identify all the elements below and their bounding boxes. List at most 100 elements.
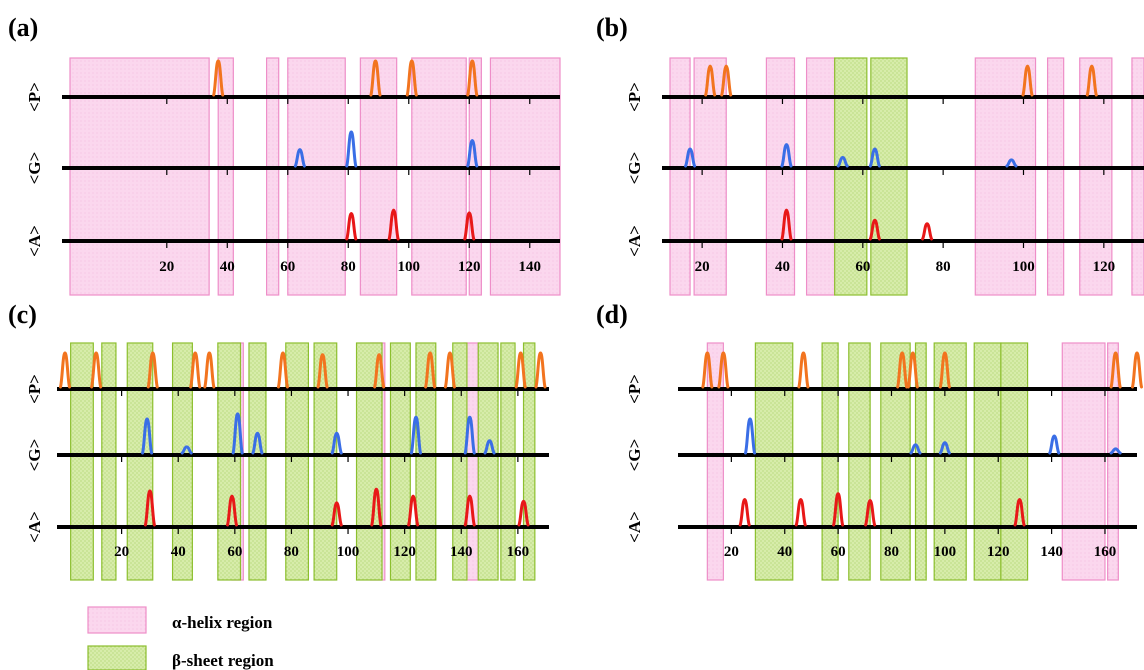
row-label-P: <P> bbox=[625, 82, 644, 112]
panel-label: (a) bbox=[8, 13, 38, 42]
peak-A bbox=[738, 498, 751, 527]
peak-P bbox=[1131, 351, 1143, 389]
peak-G bbox=[463, 415, 476, 455]
peak-G bbox=[938, 441, 951, 455]
sheet-region bbox=[870, 57, 908, 296]
peak-A bbox=[832, 492, 845, 527]
peak-A bbox=[1013, 498, 1026, 527]
sheet-region bbox=[477, 342, 499, 581]
x-tick-label: 60 bbox=[855, 259, 870, 275]
peak-A bbox=[143, 489, 156, 527]
x-tick-label: 40 bbox=[171, 544, 186, 560]
peak-P bbox=[90, 351, 103, 389]
helix-region bbox=[1046, 57, 1065, 296]
peak-G bbox=[345, 130, 358, 168]
peak-G bbox=[868, 147, 881, 168]
peak-A bbox=[463, 211, 476, 241]
peak-G bbox=[141, 417, 154, 455]
panel-label: (d) bbox=[596, 300, 628, 329]
peak-P bbox=[405, 59, 418, 97]
peak-P bbox=[797, 351, 810, 389]
x-tick-label: 60 bbox=[831, 544, 846, 560]
helix-region bbox=[1061, 342, 1106, 581]
peak-G bbox=[293, 148, 306, 168]
x-tick-label: 120 bbox=[987, 544, 1010, 560]
peak-A bbox=[794, 498, 807, 527]
sheet-region bbox=[171, 342, 193, 581]
row-label-G: <G> bbox=[625, 152, 644, 185]
peak-G bbox=[836, 156, 849, 168]
x-tick-label: 80 bbox=[884, 544, 899, 560]
helix-region bbox=[69, 57, 210, 296]
row-label-P: <P> bbox=[25, 374, 44, 404]
peak-A bbox=[407, 494, 420, 527]
x-tick-labels: 20 40 60 80 100 120 140 bbox=[159, 259, 541, 275]
peak-G bbox=[330, 431, 343, 455]
track-axes bbox=[57, 387, 549, 534]
x-tick-label: 40 bbox=[220, 259, 235, 275]
x-tick-label: 40 bbox=[777, 544, 792, 560]
peak-G bbox=[483, 439, 496, 455]
peak-P bbox=[514, 351, 527, 389]
x-tick-label: 100 bbox=[337, 544, 360, 560]
x-tick-label: 20 bbox=[724, 544, 739, 560]
row-labels: <P> <G> <A> bbox=[25, 374, 44, 543]
row-label-A: <A> bbox=[625, 511, 644, 543]
secondary-structure-regions bbox=[69, 57, 561, 296]
helix-region bbox=[1131, 57, 1144, 296]
peak-G bbox=[909, 443, 922, 455]
row-labels: <P> <G> <A> bbox=[625, 374, 644, 543]
residue-peaks bbox=[684, 64, 1098, 241]
secondary-structure-regions bbox=[669, 57, 1144, 296]
row-label-A: <A> bbox=[25, 225, 44, 257]
legend: α-helix region β-sheet region bbox=[87, 606, 274, 670]
x-tick-label: 160 bbox=[1094, 544, 1117, 560]
peak-A bbox=[864, 499, 877, 527]
peak-P bbox=[1109, 351, 1122, 389]
peak-P bbox=[704, 64, 717, 97]
row-label-A: <A> bbox=[625, 225, 644, 257]
sheet-region bbox=[500, 342, 516, 581]
peak-P bbox=[316, 353, 329, 389]
x-tick-label: 60 bbox=[227, 544, 242, 560]
peak-P bbox=[906, 351, 919, 389]
peak-P bbox=[424, 351, 437, 389]
peak-A bbox=[463, 494, 476, 527]
sheet-region bbox=[914, 342, 927, 581]
peak-G bbox=[180, 445, 193, 455]
peak-P bbox=[189, 351, 202, 389]
peak-A bbox=[370, 487, 383, 527]
peak-P bbox=[534, 351, 547, 389]
peak-P bbox=[203, 351, 216, 389]
legend-swatch-sheet bbox=[87, 645, 147, 670]
sheet-region bbox=[355, 342, 383, 581]
sheet-region bbox=[452, 342, 468, 581]
sheet-region bbox=[848, 342, 871, 581]
x-tick-labels: 20 40 60 80 100 120 140 160 bbox=[724, 544, 1116, 560]
panel-d: (d) <P> <G> <A> 20 40 60 80 100 120 140 160 bbox=[596, 300, 1143, 581]
sheet-region bbox=[389, 342, 411, 581]
peak-G bbox=[466, 139, 479, 168]
helix-region bbox=[805, 57, 836, 296]
sheet-region bbox=[933, 342, 967, 581]
peak-G bbox=[744, 417, 757, 455]
row-label-P: <P> bbox=[25, 82, 44, 112]
peak-A bbox=[225, 494, 238, 527]
helix-region bbox=[217, 57, 234, 296]
peak-P bbox=[146, 351, 159, 389]
helix-region bbox=[1107, 342, 1119, 581]
row-label-P: <P> bbox=[625, 374, 644, 404]
peak-P bbox=[720, 64, 733, 97]
peak-G bbox=[251, 431, 264, 455]
x-tick-label: 20 bbox=[159, 259, 174, 275]
peak-A bbox=[780, 208, 793, 241]
peak-A bbox=[330, 501, 343, 527]
helix-region bbox=[706, 342, 724, 581]
peak-P bbox=[373, 353, 386, 389]
sheet-region bbox=[754, 342, 794, 581]
row-labels: <P> <G> <A> bbox=[625, 82, 644, 257]
x-tick-label: 20 bbox=[695, 259, 710, 275]
peak-P bbox=[1021, 64, 1034, 97]
panel-c: (c) <P> <G> <A> 20 40 60 80 100 120 140 160 bbox=[8, 300, 549, 581]
